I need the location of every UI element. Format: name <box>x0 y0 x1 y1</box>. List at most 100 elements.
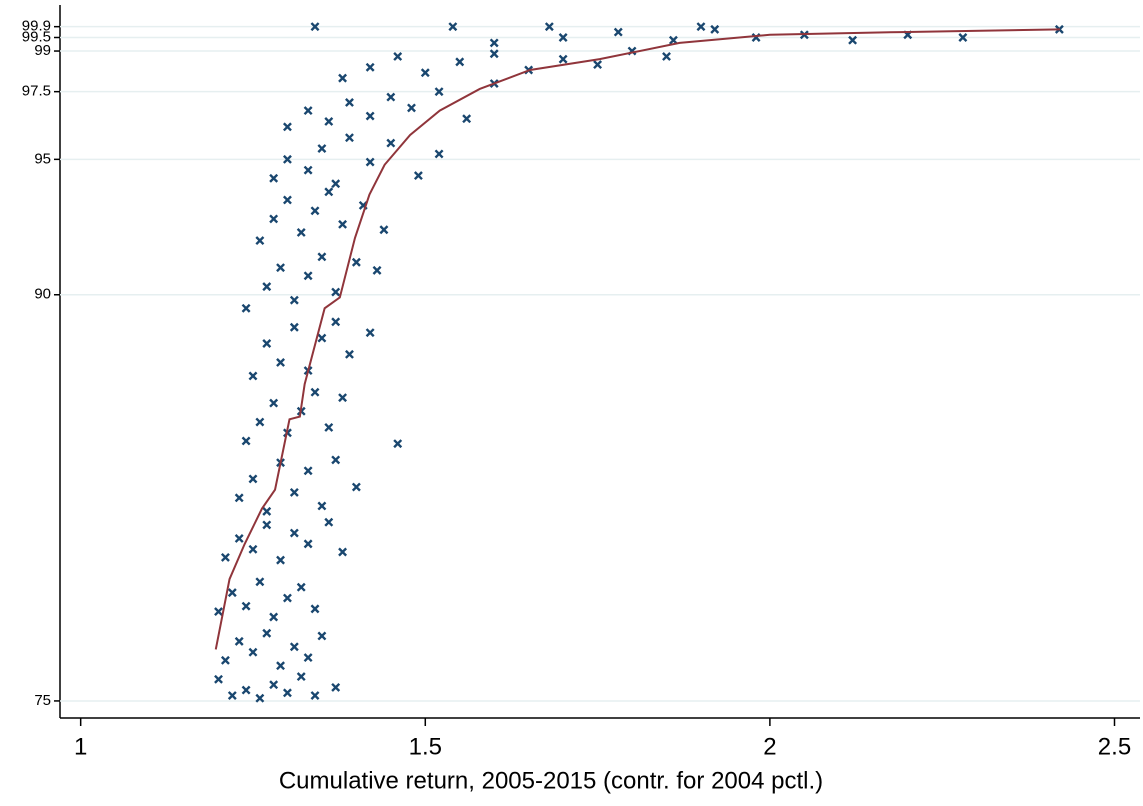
scatter-point <box>338 547 348 557</box>
scatter-point <box>214 607 223 617</box>
scatter-point <box>269 398 279 408</box>
scatter-point <box>269 612 279 622</box>
scatter-point <box>255 577 265 587</box>
scatter-point <box>324 116 334 126</box>
scatter-point <box>668 35 678 45</box>
scatter-point <box>310 691 320 700</box>
y-tick-label: 97.5 <box>22 83 51 100</box>
scatter-point <box>345 133 354 143</box>
scatter-point <box>282 195 292 205</box>
scatter-point <box>613 27 623 37</box>
x-axis-label: Cumulative return, 2005-2015 (contr. for… <box>279 767 823 794</box>
scatter-point <box>455 57 465 67</box>
scatter-point <box>248 474 258 484</box>
scatter-point <box>420 68 430 78</box>
scatter-point <box>662 52 671 61</box>
scatter-point <box>289 295 299 305</box>
scatter-point <box>276 661 285 671</box>
scatter-point <box>489 38 499 48</box>
scatter-point <box>241 685 251 695</box>
scatter-point <box>331 287 341 297</box>
scatter-point <box>351 257 361 267</box>
scatter-point <box>310 22 320 32</box>
scatter-point <box>241 436 251 446</box>
scatter-point <box>310 387 320 397</box>
scatter-point <box>234 636 244 646</box>
scatter-point <box>324 187 334 197</box>
scatter-point <box>262 628 272 638</box>
scatter-point <box>289 642 299 652</box>
scatter-point <box>289 487 299 497</box>
scatter-point <box>393 439 403 449</box>
scatter-point <box>345 98 354 107</box>
scatter-point <box>434 149 444 159</box>
scatter-point <box>227 691 237 700</box>
scatter-point <box>848 35 858 45</box>
x-tick-label: 2 <box>763 733 776 760</box>
scatter-point <box>372 265 382 275</box>
scatter-point <box>248 371 258 381</box>
scatter-point <box>331 682 341 692</box>
scatter-point <box>331 179 341 189</box>
scatter-point <box>262 282 272 292</box>
scatter-point <box>276 357 285 367</box>
scatter-point <box>241 303 251 313</box>
scatter-point <box>269 214 279 224</box>
scatter-point <box>269 680 279 690</box>
scatter-point <box>241 601 251 611</box>
scatter-point <box>393 52 403 61</box>
x-tick-label: 1.5 <box>409 733 442 760</box>
scatter-point <box>338 73 348 83</box>
scatter-point <box>234 534 244 543</box>
scatter-point <box>558 54 568 64</box>
scatter-point <box>386 138 396 148</box>
scatter-point <box>276 555 285 565</box>
scatter-point <box>593 60 603 70</box>
scatter-point <box>710 24 720 34</box>
scatter-point <box>351 482 361 492</box>
scatter-point <box>544 22 554 32</box>
scatter-point <box>255 417 265 427</box>
scatter-point <box>303 271 313 281</box>
line <box>214 28 1061 650</box>
scatter-point <box>324 517 334 527</box>
scatter-point <box>227 588 237 598</box>
scatter-point <box>296 228 306 237</box>
scatter-point <box>303 466 313 476</box>
scatter-point <box>303 106 313 116</box>
scatter-point <box>234 493 244 503</box>
scatter-point <box>317 501 327 511</box>
scatter-point <box>248 544 258 554</box>
scatter-point <box>331 455 341 465</box>
scatter-point <box>365 111 375 121</box>
y-tick-label: 99.9 <box>22 18 51 35</box>
scatter-point <box>255 693 265 703</box>
scatter-point <box>317 252 327 262</box>
scatter-point <box>289 528 299 538</box>
scatter-point <box>282 688 292 698</box>
scatter-point <box>220 552 230 562</box>
scatter-point <box>324 422 334 432</box>
y-tick-label: 99.5 <box>22 28 51 45</box>
scatter-point <box>365 157 375 167</box>
y-tick-label: 95 <box>34 150 51 167</box>
scatter-point <box>276 263 285 273</box>
scatter-point <box>365 328 375 338</box>
scatter-point <box>489 49 499 59</box>
scatter-point <box>338 219 348 229</box>
scatter-point <box>248 647 258 657</box>
scatter-point <box>296 582 306 592</box>
scatter-point <box>262 506 272 516</box>
scatter-point <box>462 114 472 124</box>
scatter-point <box>386 92 396 102</box>
x-tick-label: 1 <box>74 733 87 760</box>
scatter-point <box>331 317 341 327</box>
scatter-point <box>282 122 292 132</box>
scatter-point <box>558 33 568 42</box>
scatter-point <box>310 206 320 216</box>
y-tick-label: 75 <box>34 692 51 709</box>
scatter-point <box>220 655 230 665</box>
scatter-point <box>317 144 327 153</box>
scatter-point <box>434 87 444 97</box>
scatter-point <box>303 653 313 663</box>
